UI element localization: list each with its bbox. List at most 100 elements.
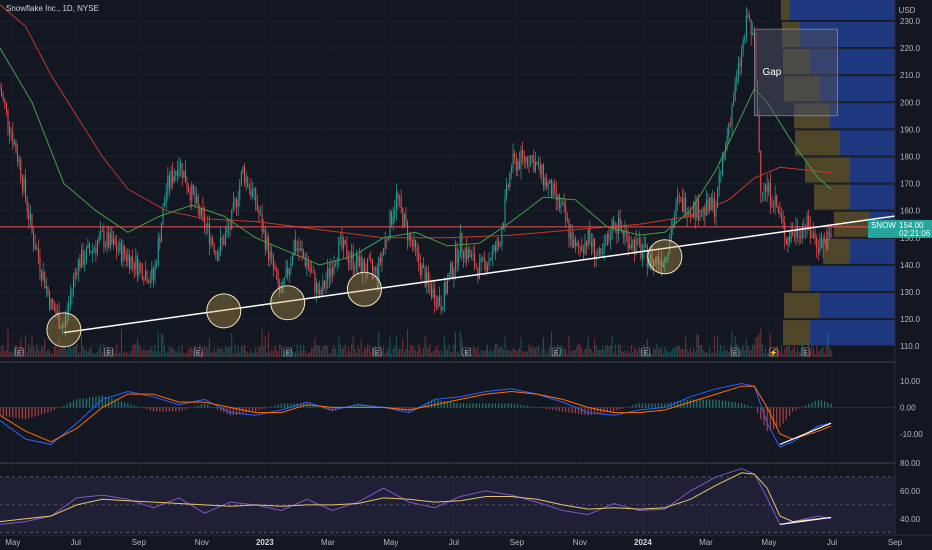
candle-body (685, 198, 687, 216)
candle-body (138, 263, 140, 276)
candle-body (633, 239, 635, 254)
candle-body (347, 259, 349, 263)
event-label: E (733, 350, 738, 357)
macd-histogram-bar (581, 407, 583, 415)
candle-body (496, 241, 498, 252)
volume-bar (431, 352, 433, 357)
volume-bar (809, 351, 811, 357)
candle-body (239, 184, 241, 200)
macd-histogram-bar (715, 399, 717, 408)
event-box (641, 347, 650, 357)
volume-bar (271, 349, 273, 357)
macd-tick-label: 0.00 (900, 403, 916, 412)
candle-body (784, 222, 786, 239)
candle-body (828, 231, 830, 235)
candle-body (581, 246, 583, 251)
candle-body (787, 237, 789, 245)
candle-body (509, 173, 511, 187)
candle-body (180, 163, 182, 168)
candle-body (33, 231, 35, 245)
candle-body (403, 214, 405, 227)
candle-body (790, 232, 792, 242)
candle-body (579, 246, 581, 248)
candle-body (244, 166, 246, 183)
volume-bar (13, 346, 15, 357)
volume-bar (424, 336, 426, 357)
candle-body (752, 32, 754, 36)
candle-body (191, 184, 193, 201)
macd-histogram-bar (616, 407, 618, 411)
volume-bar (98, 347, 100, 357)
time-tick-label: Sep (510, 538, 525, 547)
candle-body (87, 244, 89, 248)
time-axis[interactable]: May Jul Sep Nov 2023 Mar May Jul Sep Nov 2024 Mar Ma… (0, 534, 932, 547)
candle-body (637, 238, 639, 240)
candle-body (562, 202, 564, 204)
candle-body (769, 182, 771, 204)
volume-bar (344, 344, 346, 357)
volume-bar (104, 352, 106, 357)
volume-bar (728, 352, 730, 357)
candle-body (661, 261, 663, 267)
volume-bar (475, 349, 477, 357)
volume-bar (213, 349, 215, 357)
candle-body (512, 153, 514, 168)
candle-body (630, 244, 632, 248)
volume-bar (637, 351, 639, 357)
candle-body (688, 211, 690, 217)
candle-body (323, 280, 325, 288)
volume-bar (301, 350, 303, 357)
volume-bar (458, 352, 460, 357)
rsi-pane[interactable] (0, 468, 895, 534)
last-price-countdown: 02:21:06 (899, 229, 931, 238)
volume-bar (739, 351, 741, 357)
candle-body (701, 213, 703, 217)
candle-body (766, 185, 768, 192)
volume-bar (744, 350, 746, 357)
rsi-ma-line (0, 472, 832, 523)
trendline[interactable] (63, 215, 896, 334)
time-tick-label: May (383, 538, 398, 547)
macd-histogram-bar (56, 407, 59, 409)
price-axis[interactable]: 110.0 120.0 130.0 140.0 150.0 160.0 170.0 180.0… (894, 0, 932, 550)
candle-body (587, 228, 589, 246)
volume-bar (828, 347, 830, 357)
candle-body (827, 231, 829, 248)
candlesticks[interactable] (0, 6, 832, 337)
candle-body (260, 214, 262, 216)
time-tick-label: Sep (132, 538, 147, 547)
volume-bar (562, 346, 564, 357)
candle-body (92, 248, 94, 254)
macd-histogram-bar (405, 407, 407, 411)
volume-bar (400, 348, 402, 357)
volume-bar (704, 352, 706, 357)
time-tick-label: Nov (573, 538, 587, 547)
candle-body (557, 195, 559, 200)
macd-pane[interactable] (0, 382, 895, 448)
volume-bar (274, 346, 276, 357)
volume-bar (531, 345, 533, 357)
candle-body (750, 19, 752, 36)
volume-bar (592, 353, 594, 357)
volume-bar (582, 353, 584, 357)
volume-bar (96, 351, 98, 357)
gap-box[interactable] (754, 28, 838, 117)
candle-body (726, 135, 728, 144)
candle-body (224, 233, 226, 245)
volume-bar (736, 344, 738, 357)
volume-bar (82, 346, 84, 357)
volume-bar (494, 344, 496, 357)
volume-bar (779, 350, 781, 357)
candle-body (624, 231, 626, 237)
macd-histogram-bar (635, 404, 637, 408)
macd-histogram-bar (239, 407, 241, 414)
volume-bar (721, 352, 723, 357)
volume-bar (680, 348, 682, 357)
candle-body (26, 198, 28, 212)
event-box (193, 347, 203, 357)
event-label: E (554, 350, 559, 357)
macd-histogram-bar (756, 407, 759, 414)
candle-body (349, 260, 351, 263)
volume-bar (822, 346, 824, 357)
